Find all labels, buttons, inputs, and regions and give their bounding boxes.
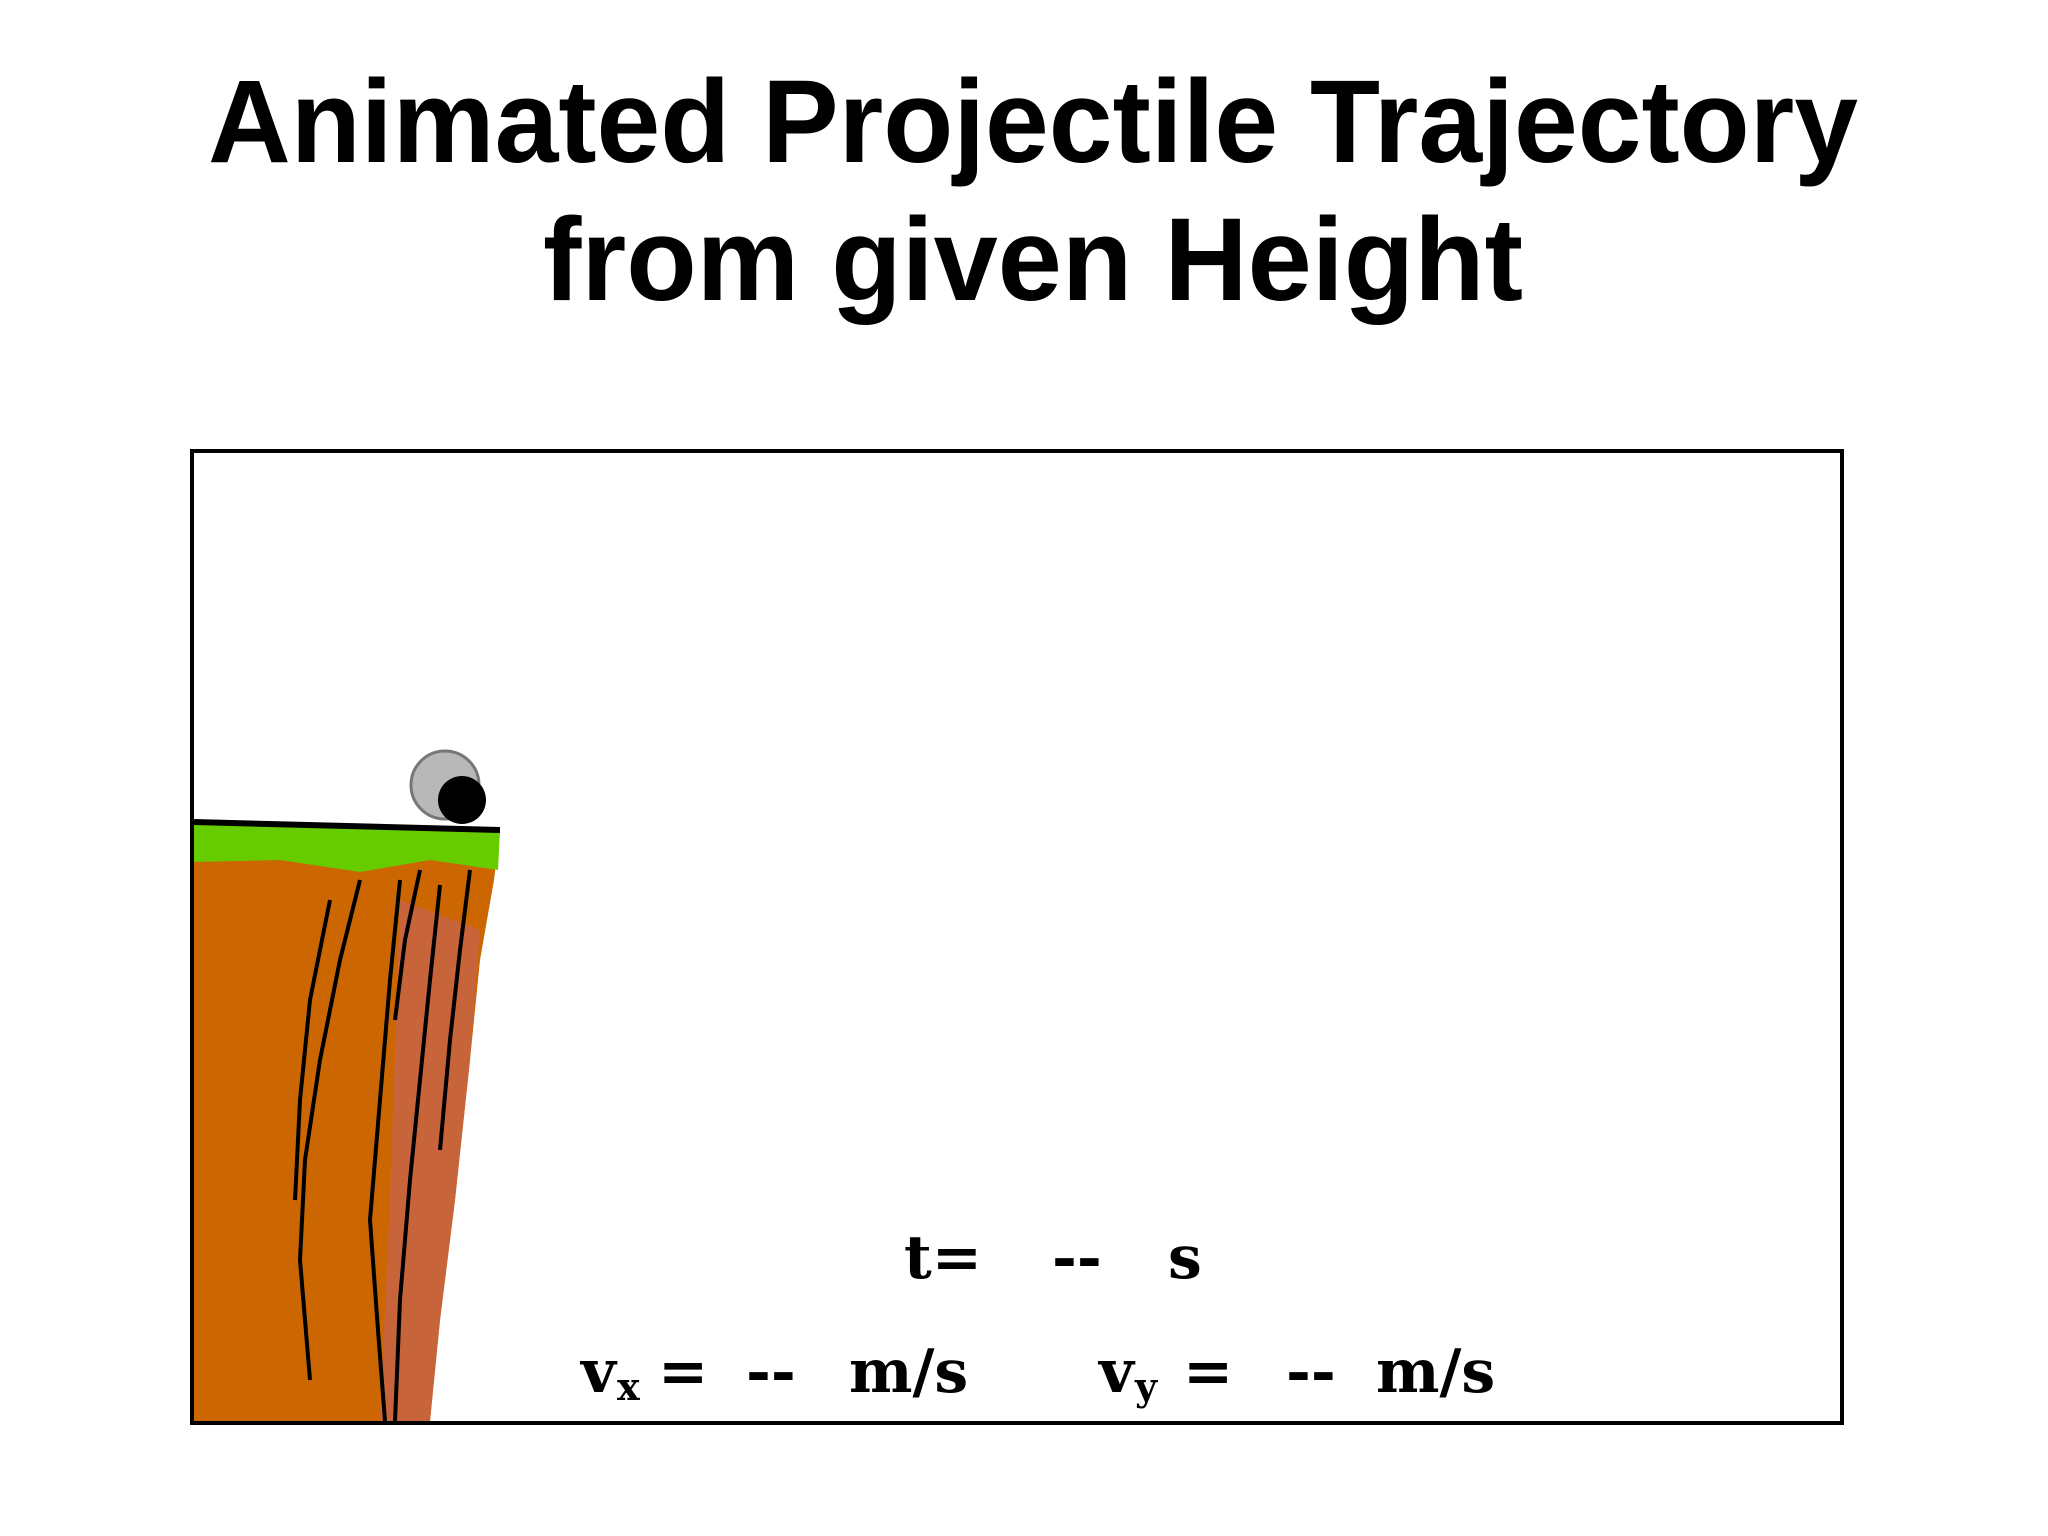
vy-symbol: v: [1097, 1337, 1136, 1407]
vx-equals: =: [658, 1337, 708, 1407]
vy-equals: =: [1183, 1337, 1233, 1407]
title-line: from given Height: [543, 194, 1523, 326]
projectile: [438, 776, 486, 824]
vx-subscript: x: [617, 1364, 640, 1409]
readouts: t= -- s v x = -- m/s v y = -- m/s: [579, 1223, 1495, 1409]
time-label: t=: [904, 1223, 982, 1293]
vx-unit: m/s: [849, 1337, 968, 1407]
title-line: Animated Projectile Trajectory: [208, 56, 1858, 188]
cliff: [193, 819, 501, 1422]
time-value: --: [1052, 1223, 1102, 1293]
time-unit: s: [1168, 1223, 1202, 1293]
vx-value: --: [746, 1337, 796, 1407]
vy-value: --: [1286, 1337, 1336, 1407]
vx-symbol: v: [579, 1337, 618, 1407]
vy-unit: m/s: [1376, 1337, 1495, 1407]
animation-frame: [190, 449, 1844, 1425]
vy-subscript: y: [1134, 1364, 1158, 1409]
